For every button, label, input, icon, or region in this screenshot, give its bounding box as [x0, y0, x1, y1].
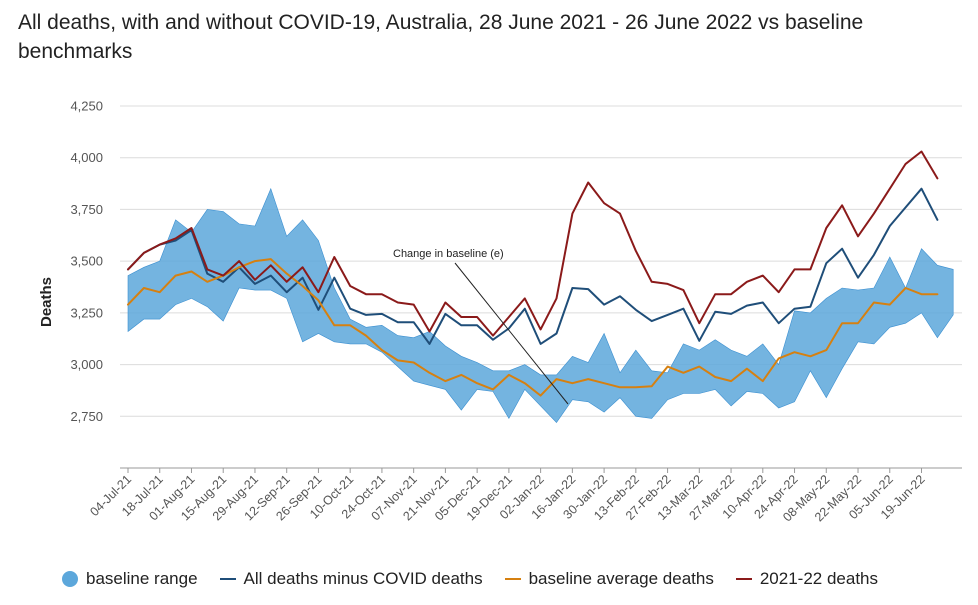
y-tick-label-2750: 2,750 — [70, 409, 103, 424]
y-tick-label-3250: 3,250 — [70, 305, 103, 320]
y-tick-label-4250: 4,250 — [70, 99, 103, 114]
legend-label-2021-22-deaths: 2021-22 deaths — [759, 569, 878, 588]
legend-label-baseline-average: baseline average deaths — [528, 569, 714, 588]
y-tick-label-3750: 3,750 — [70, 202, 103, 217]
line-2021-22-deaths — [127, 150, 939, 337]
y-tick-label-3000: 3,000 — [70, 357, 103, 372]
legend-item-baseline-average[interactable]: baseline average deaths — [504, 569, 714, 589]
annotation: Change in baseline (e) — [393, 248, 569, 405]
legend-item-baseline-range[interactable]: baseline range — [62, 569, 198, 589]
y-tick-label-3500: 3,500 — [70, 254, 103, 269]
baseline-range-band — [127, 187, 954, 423]
band-baseline-range — [127, 187, 954, 423]
legend-item-minus-covid[interactable]: All deaths minus COVID deaths — [219, 569, 483, 589]
legend-item-2021-22-deaths[interactable]: 2021-22 deaths — [735, 569, 878, 589]
chart-title: All deaths, with and without COVID-19, A… — [18, 11, 864, 63]
line-minus-covid-deaths — [127, 187, 939, 345]
series-lines — [127, 150, 939, 397]
legend-label-minus-covid: All deaths minus COVID deaths — [243, 569, 483, 588]
legend-swatch-baseline-average — [504, 578, 521, 580]
y-tick-label-4000: 4,000 — [70, 150, 103, 165]
chart: Change in baseline (e) 2,750 3,000 3,250 3,… — [38, 99, 962, 524]
annotation-text: Change in baseline (e) — [393, 248, 504, 260]
annotation-pointer — [454, 262, 569, 405]
legend-label-baseline-range: baseline range — [86, 569, 198, 588]
legend-swatch-2021-22-deaths — [735, 578, 752, 580]
y-axis-title: Deaths — [38, 277, 55, 327]
legend-swatch-minus-covid — [219, 578, 236, 580]
legend-swatch-band — [62, 571, 78, 587]
line-baseline-average-deaths — [127, 258, 939, 397]
legend: baseline range All deaths minus COVID de… — [62, 566, 900, 592]
